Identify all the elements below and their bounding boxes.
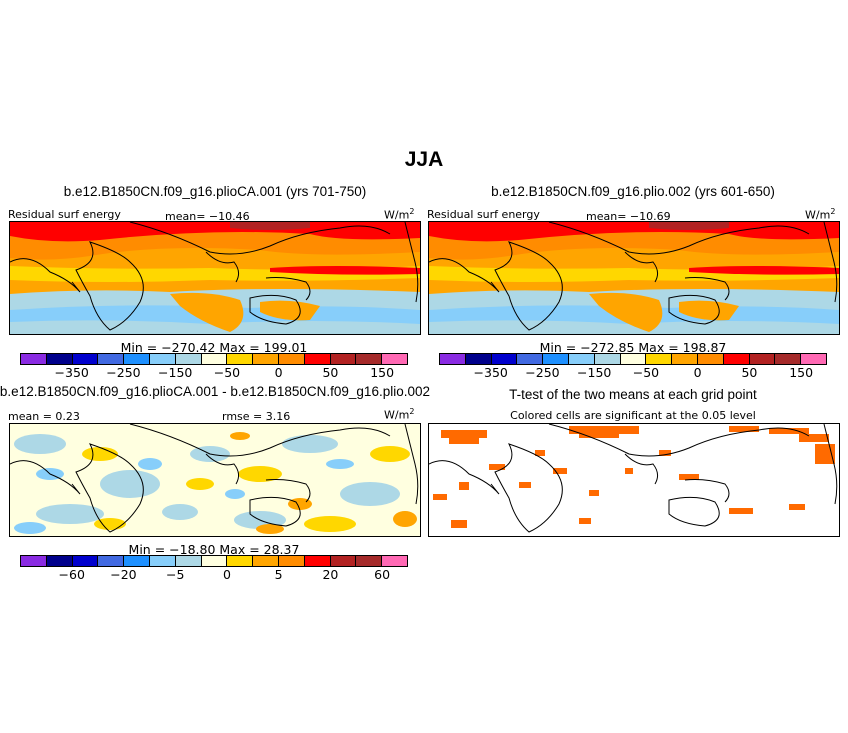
- panel2-colorbar-tick-label: −50: [632, 365, 660, 380]
- panel2-mean: mean= −10.69: [586, 210, 671, 223]
- panel3-colorbar-swatch: [253, 556, 279, 566]
- panel3-minmax: Min = −18.80 Max = 28.37: [128, 542, 300, 557]
- panel2-map: [428, 221, 840, 335]
- panel4-field: [429, 424, 838, 533]
- panel2-colorbar-swatch: [801, 354, 826, 364]
- panel3-colorbar-swatch: [278, 556, 305, 566]
- panel2-colorbar-swatch: [672, 354, 698, 364]
- panel1-variable: Residual surf energy: [8, 208, 121, 221]
- panel3-colorbar-swatch: [124, 556, 150, 566]
- panel3-colorbar-swatch: [149, 556, 176, 566]
- panel3-map: [9, 423, 421, 537]
- panel2-colorbar-swatch: [646, 354, 673, 364]
- panel2-colorbar-tick-label: −250: [525, 365, 560, 380]
- panel2-colorbar-swatch: [594, 354, 621, 364]
- page-title: JJA: [404, 148, 444, 171]
- panel2-colorbar-swatch: [491, 354, 518, 364]
- panel2-colorbar-swatch: [775, 354, 802, 364]
- panel2-colorbar-swatch: [465, 354, 492, 364]
- panel1-colorbar-tick-label: −250: [106, 365, 141, 380]
- panel4-subtitle: Colored cells are significant at the 0.0…: [510, 409, 756, 422]
- panel3-colorbar: [20, 555, 408, 567]
- panel3-colorbar-swatch: [98, 556, 125, 566]
- panel3-colorbar-tick-label: 5: [274, 567, 283, 582]
- panel1-colorbar-swatch: [21, 354, 47, 364]
- panel2-colorbar-swatch: [440, 354, 466, 364]
- panel1-colorbar-tick-label: 50: [322, 365, 339, 380]
- panel1-map: [9, 221, 421, 335]
- panel1-colorbar-tick-label: 0: [274, 365, 283, 380]
- panel3-field: [10, 424, 420, 536]
- panel2-colorbar-tick-label: 150: [789, 365, 814, 380]
- panel3-rmse: rmse = 3.16: [222, 410, 291, 423]
- panel3-colorbar-tick-label: 60: [374, 567, 391, 582]
- panel1-colorbar-swatch: [356, 354, 383, 364]
- panel1-colorbar-tick-label: −350: [54, 365, 89, 380]
- panel3-colorbar-swatch: [21, 556, 47, 566]
- panel2-colorbar-swatch: [697, 354, 724, 364]
- panel2-colorbar-swatch: [568, 354, 595, 364]
- panel3-title: b.e12.B1850CN.f09_g16.plioCA.001 - b.e12…: [0, 384, 430, 399]
- panel2-colorbar-swatch: [543, 354, 569, 364]
- panel1-colorbar-tick-label: −50: [213, 365, 241, 380]
- panel3-colorbar-swatch: [356, 556, 383, 566]
- panel2-minmax: Min = −272.85 Max = 198.87: [539, 340, 727, 355]
- panel1-colorbar-swatch: [98, 354, 125, 364]
- panel3-colorbar-swatch: [201, 556, 228, 566]
- panel1-colorbar-ticks: −350 −250 −150 −50 0 50 150: [20, 365, 408, 381]
- panel1-colorbar-tick-label: −150: [158, 365, 193, 380]
- panel2-colorbar-swatch: [749, 354, 776, 364]
- panel3-colorbar-tick-label: 0: [222, 567, 231, 582]
- panel1-colorbar-swatch: [278, 354, 305, 364]
- panel3-units: W/m2: [384, 407, 415, 422]
- panel1-colorbar-swatch: [201, 354, 228, 364]
- panel1-colorbar-tick-label: 150: [370, 365, 395, 380]
- panel1-colorbar-swatch: [124, 354, 150, 364]
- panel2-title: b.e12.B1850CN.f09_g16.plio.002 (yrs 601-…: [491, 184, 775, 199]
- panel1-mean: mean= −10.46: [165, 210, 250, 223]
- panel3-colorbar-swatch: [46, 556, 73, 566]
- panel1-colorbar-swatch: [382, 354, 407, 364]
- panel3-colorbar-tick-label: −60: [58, 567, 85, 582]
- panel3-colorbar-swatch: [227, 556, 254, 566]
- panel1-colorbar-swatch: [46, 354, 73, 364]
- panel1-colorbar-swatch: [330, 354, 357, 364]
- panel2-field: [429, 222, 839, 334]
- panel3-colorbar-swatch: [330, 556, 357, 566]
- panel3-colorbar-ticks: −60 −20 −5 0 5 20 60: [20, 567, 408, 583]
- panel3-mean: mean = 0.23: [8, 410, 80, 423]
- panel1-colorbar-swatch: [253, 354, 279, 364]
- panel4-title: T-test of the two means at each grid poi…: [509, 387, 757, 402]
- panel3-colorbar-swatch: [304, 556, 331, 566]
- panel4-map: [428, 423, 840, 537]
- panel1-colorbar-swatch: [175, 354, 202, 364]
- panel2-colorbar-swatch: [620, 354, 647, 364]
- panel1-colorbar: [20, 353, 408, 365]
- panel3-colorbar-tick-label: −20: [110, 567, 137, 582]
- panel1-title: b.e12.B1850CN.f09_g16.plioCA.001 (yrs 70…: [63, 184, 367, 199]
- panel1-units: W/m2: [384, 207, 415, 222]
- panel1-field: [10, 222, 420, 334]
- panel2-colorbar-tick-label: −350: [473, 365, 508, 380]
- panel3-colorbar-swatch: [72, 556, 99, 566]
- panel1-minmax: Min = −270.42 Max = 199.01: [120, 340, 308, 355]
- panel3-colorbar-tick-label: −5: [165, 567, 185, 582]
- panel2-colorbar-tick-label: 0: [693, 365, 702, 380]
- panel2-colorbar-swatch: [723, 354, 750, 364]
- panel1-colorbar-swatch: [149, 354, 176, 364]
- panel2-colorbar: [439, 353, 827, 365]
- panel3-colorbar-swatch: [382, 556, 407, 566]
- panel2-variable: Residual surf energy: [427, 208, 540, 221]
- panel3-colorbar-tick-label: 20: [322, 567, 339, 582]
- panel2-units: W/m2: [805, 207, 836, 222]
- panel1-colorbar-swatch: [304, 354, 331, 364]
- panel2-colorbar-swatch: [517, 354, 544, 364]
- panel2-colorbar-ticks: −350 −250 −150 −50 0 50 150: [439, 365, 827, 381]
- panel1-colorbar-swatch: [72, 354, 99, 364]
- panel2-colorbar-tick-label: −150: [577, 365, 612, 380]
- panel2-colorbar-tick-label: 50: [741, 365, 758, 380]
- panel3-colorbar-swatch: [175, 556, 202, 566]
- panel1-colorbar-swatch: [227, 354, 254, 364]
